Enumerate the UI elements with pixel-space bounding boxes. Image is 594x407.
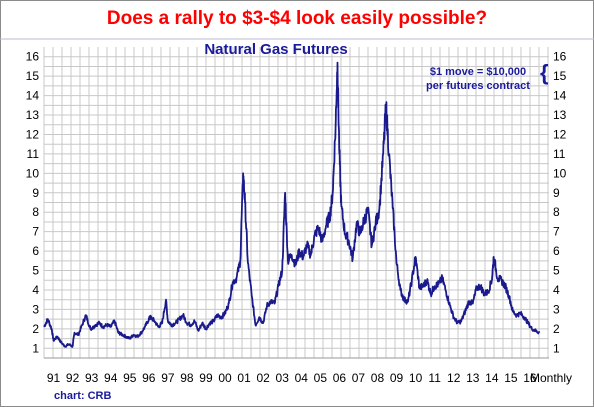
x-tick-label: 01 [237, 371, 251, 385]
y-tick-label-left: 10 [26, 166, 40, 180]
x-tick-label: 13 [466, 371, 480, 385]
y-tick-label-right: 13 [553, 108, 567, 122]
y-tick-label-right: 3 [553, 302, 560, 316]
x-tick-label: 10 [409, 371, 423, 385]
y-tick-label-left: 6 [32, 244, 39, 258]
frequency-label: Monthly [530, 371, 572, 385]
x-tick-label: 14 [485, 371, 499, 385]
y-tick-label-left: 16 [26, 50, 40, 64]
x-tick-label: 00 [218, 371, 232, 385]
y-tick-label-right: 1 [553, 341, 560, 355]
y-tick-label-right: 9 [553, 186, 560, 200]
grid [43, 47, 549, 359]
y-tick-label-right: 10 [553, 166, 567, 180]
y-tick-label-left: 11 [27, 147, 40, 161]
y-tick-label-left: 1 [32, 341, 39, 355]
y-tick-label-left: 3 [32, 302, 39, 316]
y-tick-label-left: 7 [32, 225, 39, 239]
x-tick-label: 95 [123, 371, 137, 385]
series-line [43, 61, 541, 348]
y-tick-label-left: 14 [26, 89, 40, 103]
y-tick-label-left: 4 [32, 283, 39, 297]
headline: Does a rally to $3-$4 look easily possib… [106, 8, 488, 29]
y-tick-label-right: 11 [553, 147, 566, 161]
y-tick-label-left: 9 [32, 186, 39, 200]
x-tick-label: 96 [142, 371, 156, 385]
x-tick-label: 15 [504, 371, 518, 385]
x-tick-label: 02 [256, 371, 270, 385]
y-tick-label-right: 12 [553, 127, 567, 141]
chart-title: Natural Gas Futures [204, 41, 347, 58]
x-tick-label: 05 [314, 371, 328, 385]
y-tick-label-right: 4 [553, 283, 560, 297]
x-tick-label: 07 [352, 371, 366, 385]
x-tick-label: 16 [523, 371, 537, 385]
contract-note: $1 move = $10,000 [430, 66, 526, 78]
source-label: chart: CRB [54, 390, 112, 402]
y-tick-label-right: 2 [553, 322, 560, 336]
y-tick-label-left: 12 [26, 127, 40, 141]
x-tick-label: 99 [199, 371, 213, 385]
contract-note-line2: per futures contract [426, 80, 530, 92]
x-tick-label: 98 [180, 371, 194, 385]
x-tick-label: 12 [447, 371, 461, 385]
y-tick-label-left: 13 [26, 108, 40, 122]
x-tick-label: 93 [85, 371, 99, 385]
y-tick-label-right: 6 [553, 244, 560, 258]
y-tick-label-right: 15 [553, 69, 567, 83]
x-tick-label: 91 [47, 371, 61, 385]
y-tick-label-right: 14 [553, 89, 567, 103]
y-tick-label-left: 8 [32, 205, 39, 219]
y-tick-label-left: 2 [32, 322, 39, 336]
y-tick-label-left: 15 [26, 69, 40, 83]
y-tick-label-right: 8 [553, 205, 560, 219]
x-tick-label: 92 [66, 371, 80, 385]
y-tick-label-left: 5 [32, 264, 39, 278]
x-axis: 91 92 93 94 95 96 97 98 99 00 01 02 03 04 05 06 07 08 09 10… [47, 371, 537, 385]
x-tick-label: 04 [295, 371, 309, 385]
x-tick-label: 11 [428, 371, 441, 385]
y-tick-label-right: 7 [553, 225, 560, 239]
x-tick-label: 94 [104, 371, 118, 385]
x-tick-label: 97 [161, 371, 175, 385]
x-tick-label: 03 [276, 371, 290, 385]
x-tick-label: 08 [371, 371, 385, 385]
y-tick-label-right: 5 [553, 264, 560, 278]
x-tick-label: 09 [390, 371, 404, 385]
x-tick-label: 06 [333, 371, 347, 385]
note-brace: { [540, 60, 549, 85]
y-tick-label-right: 16 [553, 50, 567, 64]
